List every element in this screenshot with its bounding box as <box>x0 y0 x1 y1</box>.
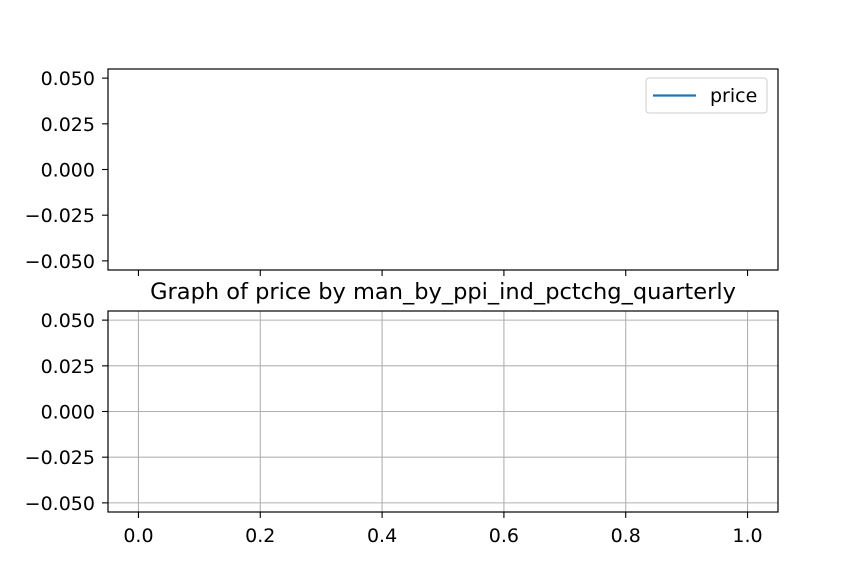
bottom-x-tick-label-3: 0.6 <box>489 525 519 547</box>
legend-box <box>645 77 768 114</box>
bottom-y-tick-label-3: −0.025 <box>25 447 95 469</box>
top-x-axis <box>137 270 749 276</box>
top-y-tick-label-2: 0.000 <box>41 160 95 182</box>
bottom-y-tick-label-0: 0.050 <box>41 310 95 332</box>
bottom-x-tick-label-4: 0.8 <box>611 525 641 547</box>
bottom-subplot: Graph of price by man_by_ppi_ind_pctchg_… <box>25 279 779 547</box>
bottom-x-tick-label-1: 0.2 <box>245 525 275 547</box>
top-y-tick-label-1: 0.025 <box>41 114 95 136</box>
top-subplot: 0.050 0.025 0.000 −0.025 −0.050 price <box>25 68 779 276</box>
top-y-axis: 0.050 0.025 0.000 −0.025 −0.050 <box>25 68 108 273</box>
top-y-tick-label-4: −0.050 <box>25 251 95 273</box>
chart-title: Graph of price by man_by_ppi_ind_pctchg_… <box>150 279 736 305</box>
top-legend: price <box>645 77 768 114</box>
bottom-y-tick-label-4: −0.050 <box>25 493 95 515</box>
top-y-tick-label-3: −0.025 <box>25 205 95 227</box>
bottom-x-axis: 0.0 0.2 0.4 0.6 0.8 1.0 <box>123 512 763 547</box>
top-y-tick-label-0: 0.050 <box>41 68 95 90</box>
bottom-x-tick-label-2: 0.4 <box>367 525 397 547</box>
bottom-y-tick-label-2: 0.000 <box>41 402 95 424</box>
bottom-x-tick-label-5: 1.0 <box>732 525 762 547</box>
bottom-y-tick-label-1: 0.025 <box>41 356 95 378</box>
bottom-grid <box>108 311 778 512</box>
bottom-y-axis: 0.050 0.025 0.000 −0.025 −0.050 <box>25 310 108 515</box>
legend-price-label: price <box>710 85 757 107</box>
bottom-x-tick-label-0: 0.0 <box>123 525 153 547</box>
